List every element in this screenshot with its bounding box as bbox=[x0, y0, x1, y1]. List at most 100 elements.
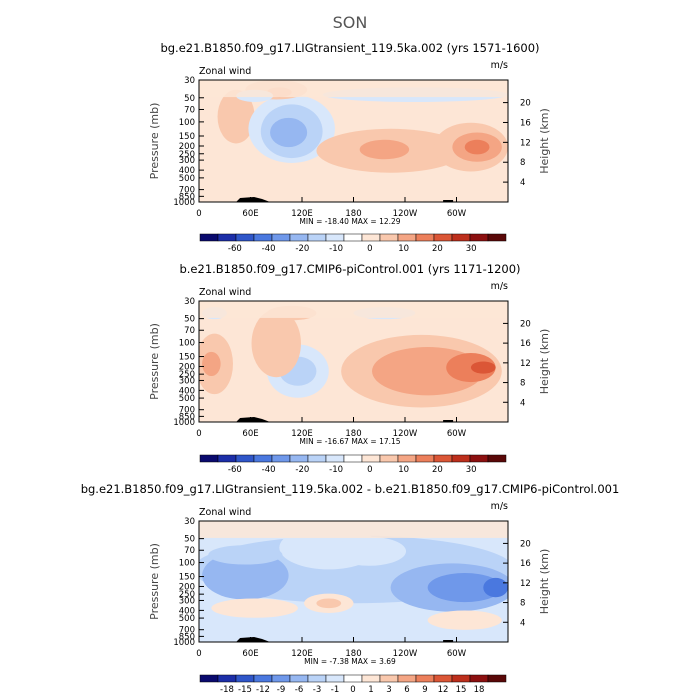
colorbar-label: -15 bbox=[238, 685, 252, 695]
contour-region bbox=[202, 351, 221, 377]
contour-fills bbox=[199, 80, 508, 202]
topography bbox=[443, 200, 454, 202]
colorbar-swatch bbox=[199, 454, 219, 463]
height-tick-label: 20 bbox=[520, 99, 531, 109]
colorbar-swatch bbox=[343, 454, 363, 463]
x-tick-label: 120W bbox=[393, 429, 418, 439]
y-tick-label: 250 bbox=[179, 590, 195, 600]
colorbar-swatch bbox=[217, 454, 237, 463]
colorbar-swatch bbox=[397, 674, 417, 683]
colorbar-swatch bbox=[253, 454, 273, 463]
contour-fills bbox=[199, 301, 508, 422]
height-tick-label: 16 bbox=[520, 339, 531, 349]
colorbar-label: 15 bbox=[456, 685, 467, 695]
contour-fills bbox=[199, 521, 508, 642]
contour-region bbox=[464, 139, 490, 155]
colorbar-swatch bbox=[343, 233, 363, 242]
x-tick-label: 0 bbox=[196, 429, 201, 439]
topography bbox=[236, 637, 271, 642]
colorbar-label: 3 bbox=[386, 685, 391, 695]
x-tick-label: 120E bbox=[291, 209, 313, 219]
height-tick-label: 20 bbox=[520, 319, 531, 329]
height-tick-label: 12 bbox=[520, 579, 531, 589]
colorbar-label: 0 bbox=[350, 685, 355, 695]
colorbar-label: -20 bbox=[295, 244, 309, 254]
colorbar-swatch bbox=[271, 233, 291, 242]
height-tick-label: 4 bbox=[520, 618, 525, 628]
colorbar-swatch bbox=[271, 674, 291, 683]
x-tick-label: 60W bbox=[447, 429, 467, 439]
colorbar-swatch bbox=[235, 233, 255, 242]
topography bbox=[236, 197, 271, 202]
chart-panel-1: bg.e21.B1850.f09_g17.LIGtransient_119.5k… bbox=[148, 41, 551, 254]
y-axis-label-right: Height (km) bbox=[538, 329, 551, 395]
panel-title: bg.e21.B1850.f09_g17.LIGtransient_119.5k… bbox=[160, 41, 539, 55]
chart-panel-2: b.e21.B1850.f09_g17.CMIP6-piControl.001 … bbox=[148, 262, 551, 475]
panel-title: b.e21.B1850.f09_g17.CMIP6-piControl.001 … bbox=[179, 262, 520, 276]
y-tick-label: 1000 bbox=[173, 198, 195, 208]
y-tick-label: 300 bbox=[179, 596, 195, 606]
colorbar-swatch bbox=[451, 674, 471, 683]
units-label: m/s bbox=[491, 60, 508, 71]
colorbar-label: -10 bbox=[329, 244, 343, 254]
colorbar-swatch bbox=[343, 674, 363, 683]
colorbar-swatch bbox=[361, 454, 381, 463]
colorbar-swatch bbox=[379, 674, 399, 683]
y-tick-label: 850 bbox=[179, 192, 195, 202]
colorbar-swatch bbox=[415, 454, 435, 463]
colorbar-label: 18 bbox=[474, 685, 485, 695]
contour-region bbox=[251, 309, 301, 378]
y-tick-label: 850 bbox=[179, 632, 195, 642]
y-tick-label: 250 bbox=[179, 370, 195, 380]
x-tick-label: 60W bbox=[447, 649, 467, 659]
colorbar-swatch bbox=[451, 454, 471, 463]
contour-region bbox=[316, 598, 342, 609]
colorbar-swatch bbox=[361, 674, 381, 683]
height-tick-label: 8 bbox=[520, 379, 525, 389]
colorbar-swatch bbox=[271, 454, 291, 463]
colorbar-swatch bbox=[325, 233, 345, 242]
chart-panel-3: bg.e21.B1850.f09_g17.LIGtransient_119.5k… bbox=[81, 482, 620, 695]
colorbar-swatch bbox=[415, 233, 435, 242]
contour-region bbox=[427, 610, 502, 630]
colorbar-label: -6 bbox=[295, 685, 303, 695]
contour-region bbox=[202, 551, 289, 600]
y-tick-label: 300 bbox=[179, 376, 195, 386]
field-label: Zonal wind bbox=[199, 507, 251, 518]
x-tick-label: 120W bbox=[393, 209, 418, 219]
min-max-text: MIN = -18.40 MAX = 12.29 bbox=[299, 217, 400, 226]
height-tick-label: 4 bbox=[520, 398, 525, 408]
y-tick-label: 400 bbox=[179, 606, 195, 616]
height-tick-label: 12 bbox=[520, 138, 531, 148]
contour-region bbox=[199, 521, 508, 538]
colorbar-swatch bbox=[451, 233, 471, 242]
colorbar-label: -3 bbox=[313, 685, 321, 695]
y-axis-label: Pressure (mb) bbox=[148, 103, 161, 180]
contour-region bbox=[470, 361, 496, 374]
colorbar-label: 20 bbox=[432, 465, 443, 475]
min-max-text: MIN = -16.67 MAX = 17.15 bbox=[299, 437, 400, 446]
colorbar-swatch bbox=[469, 233, 489, 242]
height-tick-label: 4 bbox=[520, 178, 525, 188]
field-label: Zonal wind bbox=[199, 287, 251, 298]
contour-region bbox=[270, 117, 308, 148]
figure-title: SON bbox=[333, 13, 368, 32]
y-tick-label: 400 bbox=[179, 166, 195, 176]
y-tick-label: 100 bbox=[179, 339, 195, 349]
colorbar-label: 10 bbox=[398, 465, 409, 475]
colorbar-swatch bbox=[307, 233, 327, 242]
x-tick-label: 0 bbox=[196, 649, 201, 659]
colorbar-swatch bbox=[433, 233, 453, 242]
y-tick-label: 200 bbox=[179, 582, 195, 592]
colorbar-label: -18 bbox=[220, 685, 234, 695]
y-tick-label: 500 bbox=[179, 394, 195, 404]
colorbar-label: -60 bbox=[228, 244, 242, 254]
contour-region bbox=[217, 89, 255, 144]
colorbar-swatch bbox=[361, 233, 381, 242]
colorbar-swatch bbox=[253, 674, 273, 683]
y-axis-label-right: Height (km) bbox=[538, 108, 551, 174]
y-tick-label: 150 bbox=[179, 353, 195, 363]
height-tick-label: 16 bbox=[520, 118, 531, 128]
y-tick-label: 100 bbox=[179, 559, 195, 569]
